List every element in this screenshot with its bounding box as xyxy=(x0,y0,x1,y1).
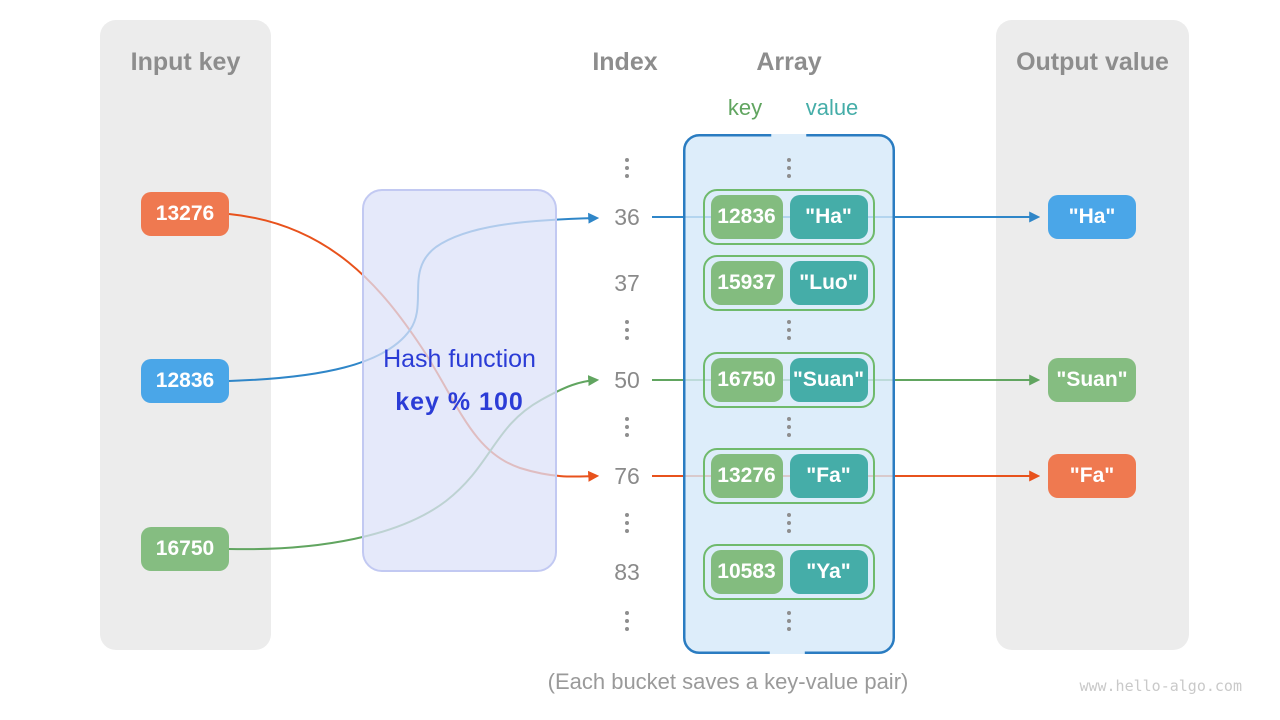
ellipsis-dot xyxy=(787,320,791,324)
ellipsis-dot xyxy=(787,166,791,170)
ellipsis-dot xyxy=(787,328,791,332)
array-ellipsis xyxy=(787,611,791,631)
bucket-value: "Ya" xyxy=(789,550,868,594)
bucket-key: 10583 xyxy=(710,550,783,594)
ellipsis-dot xyxy=(625,513,629,517)
ellipsis-dot xyxy=(787,158,791,162)
output-value-box: "Suan" xyxy=(1048,358,1136,402)
bucket-pair: 12836 "Ha" xyxy=(703,189,875,245)
output-value-box: "Fa" xyxy=(1048,454,1136,498)
ellipsis-dot xyxy=(625,425,629,429)
array-ellipsis xyxy=(787,513,791,533)
bucket-pair: 16750 "Suan" xyxy=(703,352,875,408)
output-value-box: "Ha" xyxy=(1048,195,1136,239)
ellipsis-dot xyxy=(625,611,629,615)
ellipsis-dot xyxy=(787,627,791,631)
ellipsis-dot xyxy=(787,336,791,340)
ellipsis-dot xyxy=(625,529,629,533)
ellipsis-dot xyxy=(625,433,629,437)
bucket-key: 15937 xyxy=(710,261,783,305)
bucket-value: "Suan" xyxy=(789,358,868,402)
index-ellipsis xyxy=(625,320,629,340)
ellipsis-dot xyxy=(625,158,629,162)
index-ellipsis xyxy=(625,158,629,178)
index-label: 76 xyxy=(614,463,640,489)
array-container: 12836 "Ha" 15937 "Luo" 16750 "Suan" 13276 "Fa" 1… xyxy=(683,134,895,654)
bucket-value: "Fa" xyxy=(789,454,868,498)
key-column-header: key xyxy=(727,95,763,120)
ellipsis-dot xyxy=(787,611,791,615)
bucket-pair: 10583 "Ya" xyxy=(703,544,875,600)
ellipsis-dot xyxy=(787,174,791,178)
ellipsis-dot xyxy=(625,627,629,631)
index-ellipsis xyxy=(625,611,629,631)
ellipsis-dot xyxy=(625,417,629,421)
index-label: 37 xyxy=(614,270,640,296)
ellipsis-dot xyxy=(787,619,791,623)
bucket-pair: 15937 "Luo" xyxy=(703,255,875,311)
array-column-header: Array xyxy=(756,48,822,76)
index-label: 83 xyxy=(614,559,640,585)
hash-function-label: Hash function xyxy=(383,344,536,373)
ellipsis-dot xyxy=(787,513,791,517)
array-ellipsis xyxy=(787,417,791,437)
index-label: 36 xyxy=(614,204,640,230)
site-watermark: www.hello-algo.com xyxy=(1079,677,1242,695)
output-value-panel xyxy=(996,20,1189,650)
bucket-value: "Ha" xyxy=(789,195,868,239)
index-label: 50 xyxy=(614,367,640,393)
bucket-pair: 13276 "Fa" xyxy=(703,448,875,504)
input-key-box: 12836 xyxy=(141,359,229,403)
index-ellipsis xyxy=(625,513,629,533)
ellipsis-dot xyxy=(625,336,629,340)
ellipsis-dot xyxy=(625,174,629,178)
ellipsis-dot xyxy=(787,529,791,533)
ellipsis-dot xyxy=(787,417,791,421)
ellipsis-dot xyxy=(625,619,629,623)
input-key-box: 16750 xyxy=(141,527,229,571)
ellipsis-dot xyxy=(787,521,791,525)
hash-function-box: Hash function key % 100 xyxy=(362,189,557,572)
ellipsis-dot xyxy=(787,433,791,437)
value-column-header: value xyxy=(805,95,859,120)
index-ellipsis xyxy=(625,417,629,437)
input-key-panel-title: Input key xyxy=(130,48,241,76)
hash-function-formula: key % 100 xyxy=(395,387,524,416)
bucket-value: "Luo" xyxy=(789,261,868,305)
output-value-panel-title: Output value xyxy=(1016,48,1169,76)
ellipsis-dot xyxy=(625,320,629,324)
bucket-key: 16750 xyxy=(710,358,783,402)
bucket-key: 12836 xyxy=(710,195,783,239)
ellipsis-dot xyxy=(625,521,629,525)
array-ellipsis xyxy=(787,320,791,340)
array-container-border xyxy=(683,134,895,654)
diagram-caption: (Each bucket saves a key-value pair) xyxy=(547,669,909,694)
array-container-dashed-border xyxy=(683,134,895,654)
bucket-key: 13276 xyxy=(710,454,783,498)
index-column-header: Index xyxy=(592,48,658,76)
ellipsis-dot xyxy=(625,328,629,332)
input-key-box: 13276 xyxy=(141,192,229,236)
ellipsis-dot xyxy=(625,166,629,170)
array-ellipsis xyxy=(787,158,791,178)
ellipsis-dot xyxy=(787,425,791,429)
